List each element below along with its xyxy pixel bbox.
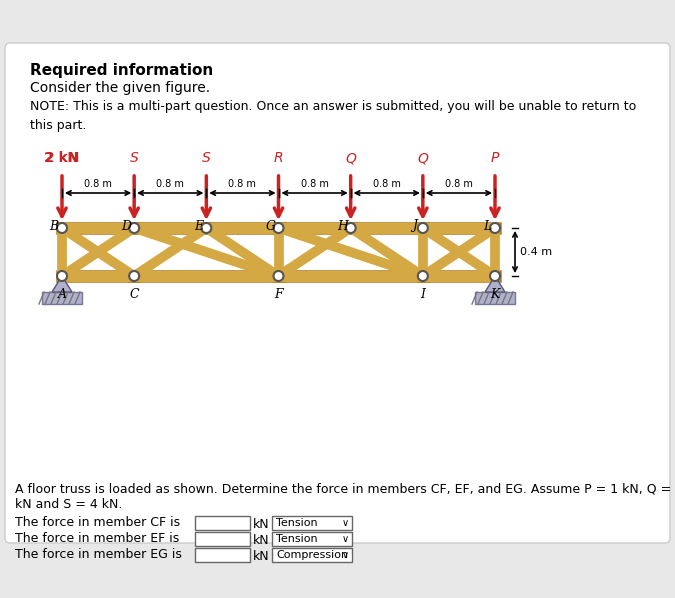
Text: S: S [130, 151, 138, 165]
Text: ∨: ∨ [342, 550, 349, 560]
Text: K: K [490, 288, 500, 301]
Text: kN: kN [253, 550, 269, 563]
Circle shape [57, 223, 67, 233]
Text: H: H [338, 219, 348, 233]
Bar [195, 516, 250, 530]
Circle shape [273, 271, 284, 281]
Text: Consider the given figure.: Consider the given figure. [30, 81, 210, 95]
Bar [195, 532, 250, 546]
Text: 0.8 m: 0.8 m [373, 179, 401, 189]
Circle shape [490, 271, 500, 281]
Polygon shape [52, 276, 72, 292]
Circle shape [201, 223, 211, 233]
Text: The force in member EF is: The force in member EF is [15, 532, 180, 545]
Bar [42, 292, 82, 304]
Polygon shape [485, 276, 505, 292]
Text: 2 kN: 2 kN [46, 151, 78, 165]
Text: Required information: Required information [30, 63, 213, 78]
Circle shape [57, 271, 67, 281]
Text: 2 kN: 2 kN [45, 151, 80, 165]
Text: 0.8 m: 0.8 m [84, 179, 112, 189]
Circle shape [490, 223, 500, 233]
Text: D: D [122, 219, 131, 233]
Text: L: L [483, 219, 491, 233]
Text: A: A [57, 288, 67, 301]
Text: Q: Q [417, 151, 428, 165]
Bar [475, 292, 515, 304]
Text: The force in member CF is: The force in member CF is [15, 516, 180, 529]
Bar [272, 516, 352, 530]
Text: 0.4 m: 0.4 m [520, 247, 552, 257]
Circle shape [273, 223, 284, 233]
Text: Tension: Tension [276, 534, 318, 544]
Text: The force in member EG is: The force in member EG is [15, 548, 182, 561]
Text: G: G [265, 219, 275, 233]
Bar [195, 548, 250, 562]
Text: B: B [49, 219, 59, 233]
Text: C: C [130, 288, 139, 301]
Text: kN and S = 4 kN.: kN and S = 4 kN. [15, 498, 122, 511]
Text: Q: Q [345, 151, 356, 165]
Text: 0.8 m: 0.8 m [445, 179, 473, 189]
Text: ∨: ∨ [342, 518, 349, 528]
Circle shape [129, 271, 139, 281]
Text: J: J [412, 219, 417, 233]
Text: kN: kN [253, 534, 269, 547]
Circle shape [418, 223, 428, 233]
Text: P: P [491, 151, 500, 165]
Text: E: E [194, 219, 203, 233]
Text: A floor truss is loaded as shown. Determine the force in members CF, EF, and EG.: A floor truss is loaded as shown. Determ… [15, 483, 675, 496]
Text: kN: kN [253, 518, 269, 531]
Text: S: S [202, 151, 211, 165]
Text: R: R [273, 151, 284, 165]
Text: F: F [274, 288, 283, 301]
Text: ∨: ∨ [342, 534, 349, 544]
Bar [272, 548, 352, 562]
Bar [272, 532, 352, 546]
Text: Tension: Tension [276, 518, 318, 528]
Text: I: I [421, 288, 425, 301]
Circle shape [418, 271, 428, 281]
Circle shape [129, 223, 139, 233]
Text: 0.8 m: 0.8 m [300, 179, 329, 189]
Text: NOTE: This is a multi-part question. Once an answer is submitted, you will be un: NOTE: This is a multi-part question. Onc… [30, 100, 637, 132]
Text: Compression: Compression [276, 550, 348, 560]
FancyBboxPatch shape [5, 43, 670, 543]
Circle shape [346, 223, 356, 233]
Text: 0.8 m: 0.8 m [228, 179, 256, 189]
Text: 0.8 m: 0.8 m [157, 179, 184, 189]
